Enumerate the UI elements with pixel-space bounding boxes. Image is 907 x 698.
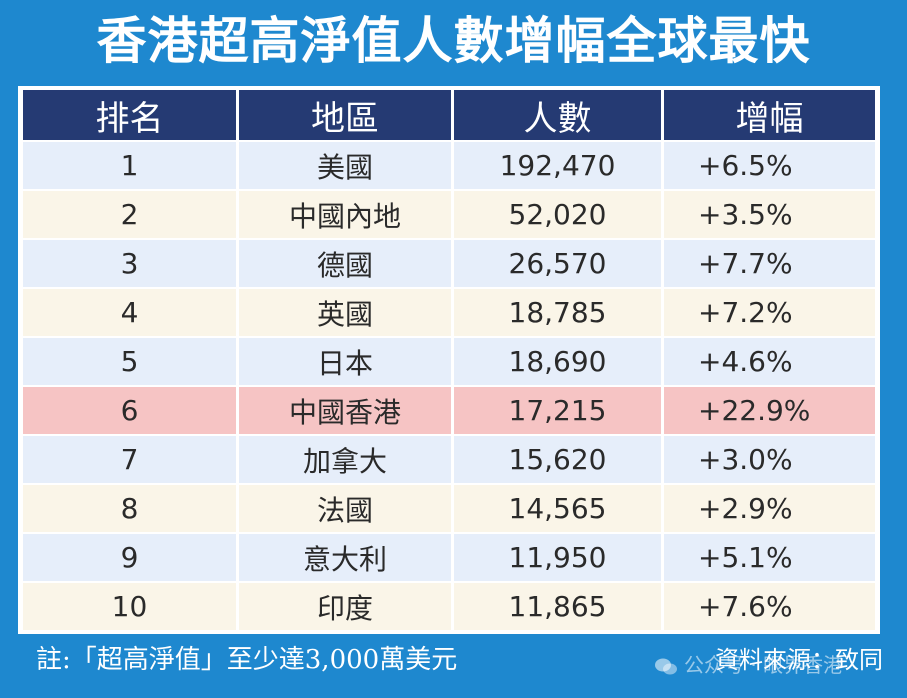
table-row: 7 加拿大 15,620 +3.0% — [23, 436, 875, 485]
table-row: 2 中國內地 52,020 +3.5% — [23, 191, 875, 240]
ranking-table-frame: 排名 地區 人數 增幅 1 美國 192,470 +6.5% 2 中國內地 52… — [18, 86, 880, 634]
cell-growth: +3.0% — [661, 436, 875, 485]
table-row: 5 日本 18,690 +4.6% — [23, 338, 875, 387]
cell-rank: 4 — [23, 289, 236, 338]
cell-growth: +3.5% — [661, 191, 875, 240]
watermark-text: 公众号 · 眼界香港 — [684, 653, 844, 677]
header-growth: 增幅 — [661, 90, 875, 142]
cell-region: 日本 — [236, 338, 451, 387]
table-row: 3 德國 26,570 +7.7% — [23, 240, 875, 289]
cell-growth: +7.6% — [661, 583, 875, 632]
header-region: 地區 — [236, 90, 451, 142]
cell-region: 印度 — [236, 583, 451, 632]
cell-count: 11,865 — [451, 583, 661, 632]
cell-count: 15,620 — [451, 436, 661, 485]
cell-region: 英國 — [236, 289, 451, 338]
cell-rank: 3 — [23, 240, 236, 289]
cell-growth: +6.5% — [661, 142, 875, 191]
cell-growth: +4.6% — [661, 338, 875, 387]
watermark: 公众号 · 眼界香港 — [654, 650, 843, 680]
table-row-highlighted: 6 中國香港 17,215 +22.9% — [23, 387, 875, 436]
cell-count: 18,785 — [451, 289, 661, 338]
cell-rank: 7 — [23, 436, 236, 485]
table-header-row: 排名 地區 人數 增幅 — [23, 90, 875, 142]
table-row: 4 英國 18,785 +7.2% — [23, 289, 875, 338]
cell-count: 14,565 — [451, 485, 661, 534]
cell-growth: +7.7% — [661, 240, 875, 289]
cell-rank: 2 — [23, 191, 236, 240]
cell-region: 中國香港 — [236, 387, 451, 436]
table-row: 10 印度 11,865 +7.6% — [23, 583, 875, 632]
cell-rank: 6 — [23, 387, 236, 436]
cell-count: 18,690 — [451, 338, 661, 387]
cell-region: 中國內地 — [236, 191, 451, 240]
cell-growth: +2.9% — [661, 485, 875, 534]
cell-rank: 10 — [23, 583, 236, 632]
cell-region: 加拿大 — [236, 436, 451, 485]
wechat-icon — [654, 655, 678, 675]
cell-region: 美國 — [236, 142, 451, 191]
cell-region: 法國 — [236, 485, 451, 534]
cell-region: 意大利 — [236, 534, 451, 583]
cell-count: 52,020 — [451, 191, 661, 240]
cell-rank: 9 — [23, 534, 236, 583]
cell-count: 192,470 — [451, 142, 661, 191]
page-title: 香港超高淨值人數增幅全球最快 — [96, 12, 811, 70]
cell-growth: +5.1% — [661, 534, 875, 583]
cell-growth: +7.2% — [661, 289, 875, 338]
table-row: 9 意大利 11,950 +5.1% — [23, 534, 875, 583]
header-count: 人數 — [451, 90, 661, 142]
cell-rank: 5 — [23, 338, 236, 387]
cell-region: 德國 — [236, 240, 451, 289]
cell-rank: 1 — [23, 142, 236, 191]
table-row: 1 美國 192,470 +6.5% — [23, 142, 875, 191]
cell-rank: 8 — [23, 485, 236, 534]
cell-count: 26,570 — [451, 240, 661, 289]
source-credit: 資料來源：致同 — [715, 646, 883, 674]
table-row: 8 法國 14,565 +2.9% — [23, 485, 875, 534]
cell-count: 11,950 — [451, 534, 661, 583]
header-rank: 排名 — [23, 90, 236, 142]
cell-count: 17,215 — [451, 387, 661, 436]
ranking-table: 排名 地區 人數 增幅 1 美國 192,470 +6.5% 2 中國內地 52… — [23, 90, 875, 632]
cell-growth: +22.9% — [661, 387, 875, 436]
footnote: 註:「超高淨值」至少達3,000萬美元 — [36, 645, 458, 675]
